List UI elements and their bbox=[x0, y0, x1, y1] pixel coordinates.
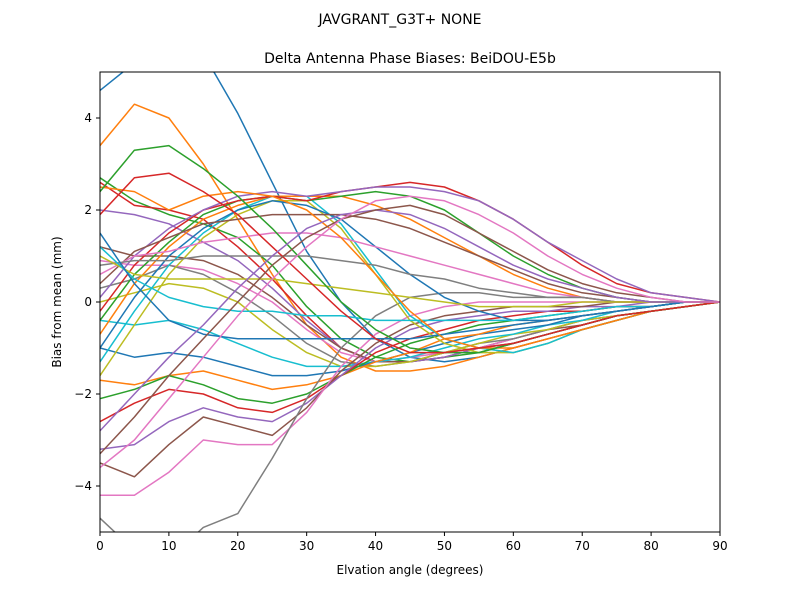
series-line bbox=[100, 232, 720, 340]
x-tick-label: 90 bbox=[712, 539, 727, 553]
x-axis-label: Elvation angle (degrees) bbox=[337, 563, 484, 577]
series-line bbox=[100, 204, 720, 455]
x-tick-label: 20 bbox=[230, 539, 245, 553]
series-line bbox=[100, 195, 720, 469]
y-tick-label: 4 bbox=[84, 111, 92, 125]
series-line bbox=[100, 172, 720, 354]
x-tick-label: 30 bbox=[299, 539, 314, 553]
y-axis-label: Bias from mean (mm) bbox=[50, 236, 64, 367]
x-axis: 0 10 20 30 40 50 60 70 80 90 bbox=[96, 532, 728, 553]
series-line bbox=[100, 186, 720, 349]
chart-suptitle: JAVGRANT_G3T+ NONE bbox=[317, 12, 481, 28]
x-tick-label: 50 bbox=[437, 539, 452, 553]
x-tick-label: 0 bbox=[96, 539, 104, 553]
y-tick-label: 0 bbox=[84, 295, 92, 309]
series-line bbox=[100, 255, 720, 308]
x-tick-label: 60 bbox=[506, 539, 521, 553]
y-axis: −4 −2 0 2 4 bbox=[74, 111, 100, 493]
chart-title: Delta Antenna Phase Biases: BeiDOU-E5b bbox=[264, 51, 556, 67]
x-tick-label: 80 bbox=[643, 539, 658, 553]
x-tick-label: 70 bbox=[575, 539, 590, 553]
series-line bbox=[100, 186, 720, 303]
series-lines bbox=[100, 72, 720, 532]
series-line bbox=[100, 209, 720, 432]
y-tick-label: −2 bbox=[74, 387, 92, 401]
series-line bbox=[100, 246, 720, 322]
y-tick-label: −4 bbox=[74, 479, 92, 493]
x-tick-label: 10 bbox=[161, 539, 176, 553]
y-tick-label: 2 bbox=[84, 203, 92, 217]
x-tick-label: 40 bbox=[368, 539, 383, 553]
